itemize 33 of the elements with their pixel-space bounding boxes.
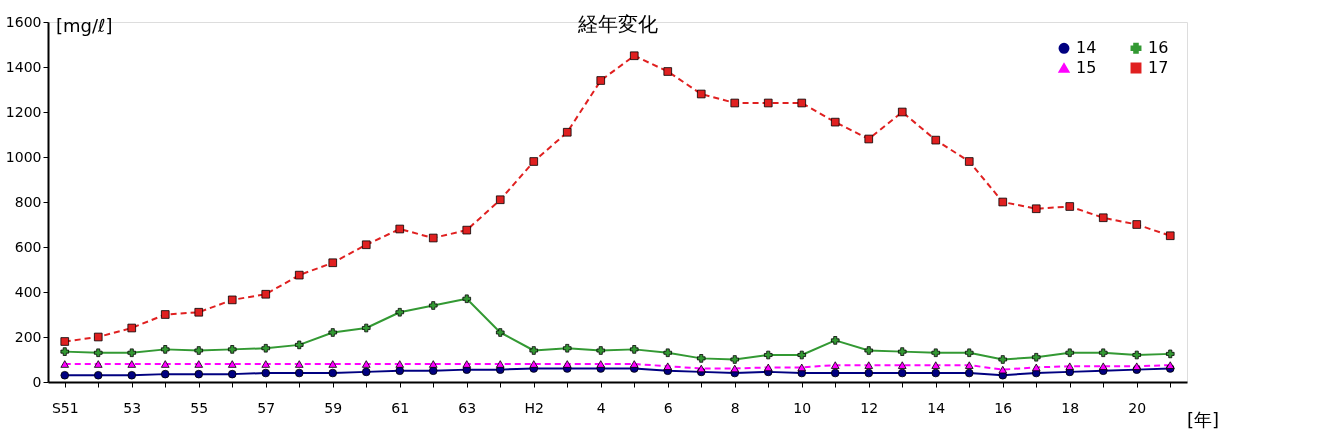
x-tick-label: 55 [190, 399, 209, 416]
x-tick-label: 61 [391, 399, 410, 416]
x-tick-label: 12 [860, 399, 879, 416]
x-tick-label: 8 [730, 399, 740, 416]
x-tick-label: 6 [663, 399, 673, 416]
y-tick-label: 1200 [5, 103, 42, 120]
x-tick-label: H2 [524, 399, 544, 416]
y-tick-label: 1600 [5, 13, 42, 30]
y-tick-label: 1000 [5, 148, 42, 165]
chart-title: 経年変化 [576, 12, 658, 36]
x-tick-label: 4 [596, 399, 606, 416]
x-tick-label: 18 [1061, 399, 1080, 416]
x-tick-label: 14 [927, 399, 946, 416]
y-tick-label: 400 [14, 283, 42, 300]
legend-label: 15 [1076, 58, 1097, 77]
y-tick-label: 600 [14, 238, 42, 255]
x-tick-label: 53 [123, 399, 142, 416]
x-tick-label: 57 [257, 399, 276, 416]
y-tick-label: 0 [32, 373, 42, 390]
x-tick-label: 20 [1128, 399, 1147, 416]
x-tick-label: S51 [51, 399, 79, 416]
y-tick-label: 800 [14, 193, 42, 210]
y-tick-label: 1400 [5, 58, 42, 75]
y-axis-title: [mg/ℓ] [56, 15, 113, 36]
x-tick-label: 59 [324, 399, 343, 416]
legend-label: 16 [1148, 38, 1169, 58]
x-tick-label: 10 [793, 399, 812, 416]
legend-label: 17 [1148, 58, 1169, 77]
x-tick-label: 16 [994, 399, 1013, 416]
y-tick-label: 200 [14, 328, 42, 345]
legend-label: 14 [1076, 38, 1097, 58]
x-tick-label: 63 [458, 399, 477, 416]
x-axis-title: [年] [1187, 409, 1220, 430]
